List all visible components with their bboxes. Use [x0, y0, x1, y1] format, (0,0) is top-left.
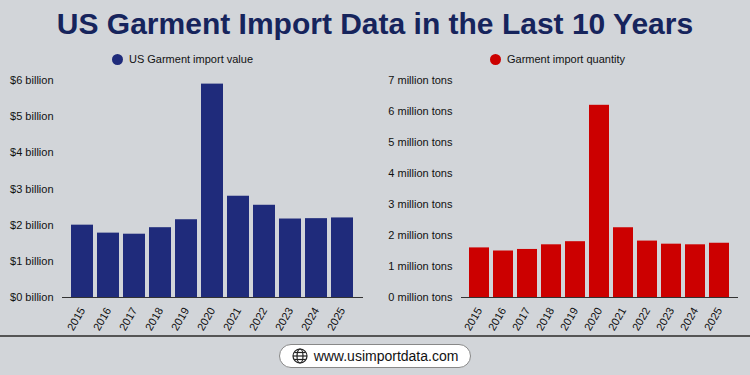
svg-text:2019: 2019 [169, 305, 192, 332]
svg-text:$5 billion: $5 billion [10, 110, 53, 122]
svg-text:$6 billion: $6 billion [10, 74, 53, 86]
svg-text:7 million tons: 7 million tons [388, 74, 453, 86]
html-text:US Garment Import Data in the: US Garment Import Data in the Last 10 Ye… [56, 7, 694, 40]
svg-text:2024: 2024 [678, 305, 701, 332]
svg-text:$3 billion: $3 billion [10, 183, 53, 195]
svg-text:2017: 2017 [117, 305, 140, 332]
svg-text:2021: 2021 [606, 305, 629, 332]
svg-text:2020: 2020 [195, 305, 218, 332]
svg-text:2019: 2019 [558, 305, 581, 332]
svg-text:$2 billion: $2 billion [10, 219, 53, 231]
svg-text:2022: 2022 [247, 305, 270, 332]
svg-text:2025: 2025 [325, 305, 348, 332]
html-text:US Garment import value: US Garment import value [128, 53, 253, 65]
svg-text:4 million tons: 4 million tons [388, 167, 453, 179]
svg-text:3 million tons: 3 million tons [388, 198, 453, 210]
svg-text:$1 billion: $1 billion [10, 255, 53, 267]
svg-text:2022: 2022 [630, 305, 653, 332]
svg-text:2015: 2015 [65, 305, 88, 332]
svg-text:2018: 2018 [534, 305, 557, 332]
svg-text:2020: 2020 [582, 305, 605, 332]
svg-text:2024: 2024 [299, 305, 322, 332]
svg-text:0 million tons: 0 million tons [388, 291, 453, 303]
svg-text:2016: 2016 [486, 305, 509, 332]
svg-text:2021: 2021 [221, 305, 244, 332]
svg-text:2 million tons: 2 million tons [388, 229, 453, 241]
svg-text:2018: 2018 [143, 305, 166, 332]
svg-text:2023: 2023 [273, 305, 296, 332]
svg-text:2015: 2015 [462, 305, 485, 332]
svg-text:5 million tons: 5 million tons [388, 136, 453, 148]
svg-text:$4 billion: $4 billion [10, 146, 53, 158]
html-text:www.usimportdata.com: www.usimportdata.com [313, 348, 459, 364]
svg-text:2023: 2023 [654, 305, 677, 332]
svg-text:6 million tons: 6 million tons [388, 105, 453, 117]
svg-text:2017: 2017 [510, 305, 533, 332]
svg-text:$0 billion: $0 billion [10, 291, 53, 303]
svg-text:2025: 2025 [702, 305, 725, 332]
html-text:Garment import quantity: Garment import quantity [507, 53, 625, 65]
svg-text:2016: 2016 [91, 305, 114, 332]
svg-text:1 million tons: 1 million tons [388, 260, 453, 272]
